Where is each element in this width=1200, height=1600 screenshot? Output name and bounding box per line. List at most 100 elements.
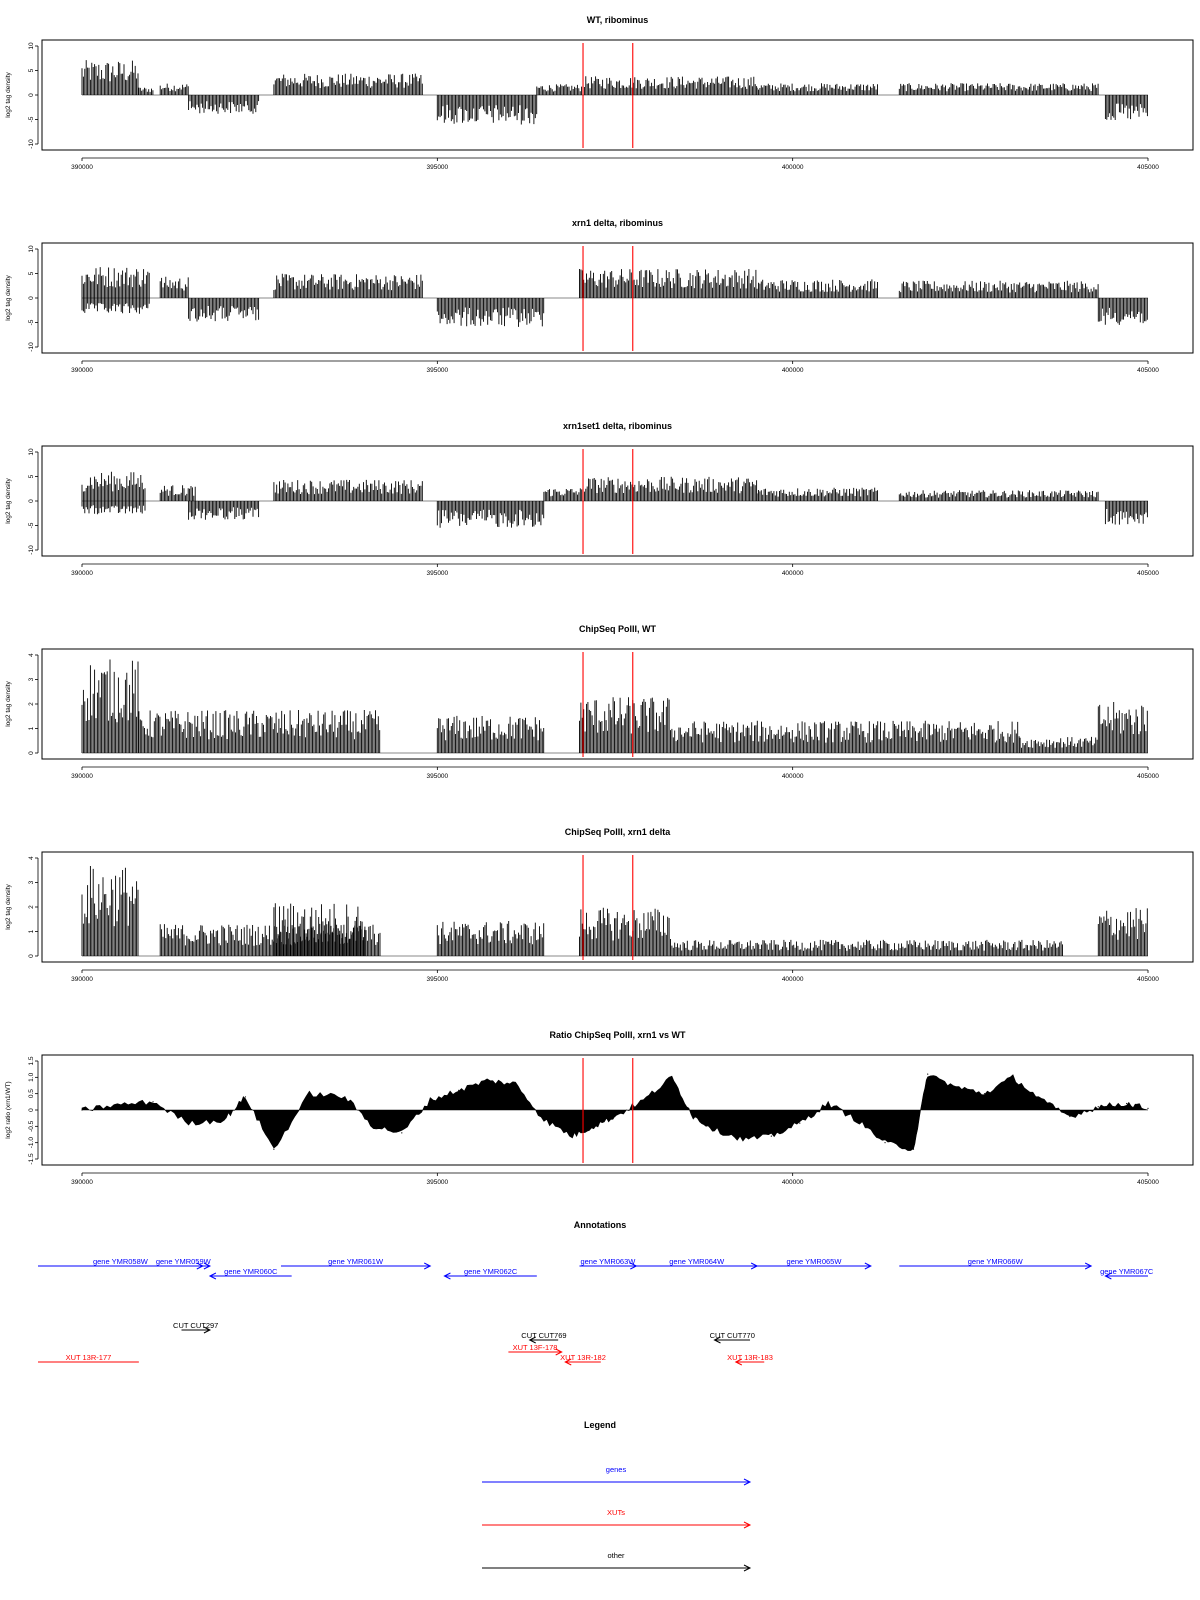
data-bars	[898, 280, 1099, 298]
arrowhead-left-icon	[713, 1336, 721, 1344]
ratio-point	[308, 1093, 311, 1095]
arrowhead-right-icon	[743, 1478, 752, 1486]
arrowhead-left-icon	[734, 1358, 743, 1366]
ratio-point	[614, 1115, 616, 1118]
annotation-gene: gene YMR059W	[156, 1257, 212, 1270]
chart-panel-1: WT, ribominus log2 tag density 10 5 0 -5 -10 39…	[5, 15, 1194, 171]
annotation-gene: gene YMR061W	[280, 1257, 432, 1270]
data-bars	[671, 720, 1020, 753]
y-tick-label: 0	[28, 296, 35, 300]
plot-frame	[41, 242, 1194, 354]
data-bars	[273, 73, 423, 95]
arrowhead-right-icon	[750, 1262, 759, 1270]
x-tick-label: 405000	[1137, 1179, 1159, 1186]
plot-area	[81, 267, 1148, 327]
feature-label: XUT 13R-177	[66, 1353, 112, 1362]
y-tick-label: -5	[28, 116, 35, 122]
y-tick-label: 0	[28, 1108, 35, 1112]
plot-frame	[41, 1054, 1194, 1166]
data-bars	[756, 279, 878, 298]
plot-area	[81, 471, 1148, 528]
ratio-point	[429, 1099, 431, 1101]
y-tick-label: 3	[28, 677, 35, 681]
arrowhead-right-icon	[555, 1348, 563, 1356]
arrowhead-right-icon	[203, 1262, 212, 1270]
annotation-gene: gene YMR063W	[579, 1257, 638, 1270]
annotation-gene: gene YMR065W	[757, 1257, 872, 1270]
x-tick-label: 400000	[782, 367, 804, 374]
ratio-point	[486, 1080, 488, 1082]
data-bars	[138, 87, 154, 95]
feature-label: gene YMR059W	[156, 1257, 212, 1266]
arrowhead-left-icon	[208, 1272, 217, 1280]
feature-label: gene YMR061W	[328, 1257, 384, 1266]
x-tick-label: 390000	[71, 164, 93, 171]
data-bars	[273, 273, 423, 298]
y-tick-label: 2	[28, 905, 35, 909]
x-tick-label: 400000	[782, 773, 804, 780]
data-bars	[1097, 298, 1148, 325]
y-axis-label: log2 tag density	[5, 680, 12, 726]
y-tick-label: -10	[28, 139, 35, 149]
legend-items: genes XUTs other	[482, 1465, 752, 1572]
chart-title: WT, ribominus	[587, 15, 649, 25]
annotation-other: CUT CUT769	[521, 1331, 567, 1344]
x-tick-label: 395000	[426, 1179, 448, 1186]
chart-panel-2: xrn1 delta, ribominus log2 tag density 10 5…	[5, 218, 1194, 374]
legend-label: genes	[606, 1465, 627, 1474]
data-bars	[159, 276, 189, 298]
ratio-point	[344, 1096, 346, 1098]
data-bars	[1104, 95, 1148, 120]
data-bars	[81, 60, 139, 95]
data-bars	[138, 710, 381, 753]
data-bars	[81, 659, 139, 753]
legend-title: Legend	[584, 1420, 616, 1430]
ratio-point	[152, 1101, 154, 1103]
arrowhead-left-icon	[564, 1358, 572, 1366]
data-bars	[188, 501, 260, 520]
y-tick-label: 10	[28, 448, 35, 456]
data-bars	[671, 939, 1063, 956]
data-bars	[579, 907, 671, 956]
data-bars	[436, 715, 545, 753]
plot-area	[81, 1073, 1149, 1151]
ratio-point	[223, 1119, 225, 1121]
ratio-point	[116, 1104, 119, 1106]
legend-label: XUTs	[607, 1508, 625, 1517]
y-tick-label: 4	[28, 856, 35, 860]
data-bars	[273, 903, 366, 956]
y-tick-label: -10	[28, 342, 35, 352]
ratio-point	[955, 1086, 957, 1088]
x-tick-label: 395000	[426, 976, 448, 983]
y-tick-label: 0	[28, 954, 35, 958]
arrowhead-right-icon	[1084, 1262, 1093, 1270]
y-tick-label: 1.0	[28, 1072, 35, 1081]
y-tick-label: 5	[28, 474, 35, 478]
data-bars	[81, 267, 150, 298]
ratio-point	[713, 1129, 716, 1131]
x-tick-label: 405000	[1137, 773, 1159, 780]
data-bars	[81, 471, 146, 501]
annotation-features: gene YMR058W gene YMR059W gene YMR060C gene…	[38, 1257, 1154, 1366]
chart-panel-6: Ratio ChipSeq PolII, xrn1 vs WT log2 rati…	[5, 1030, 1194, 1186]
ratio-point	[692, 1115, 694, 1118]
ratio-point	[1147, 1107, 1149, 1109]
ratio-point	[458, 1089, 460, 1091]
data-bars	[436, 95, 538, 125]
y-tick-label: 1	[28, 929, 35, 933]
x-tick-label: 405000	[1137, 164, 1159, 171]
x-tick-label: 405000	[1137, 570, 1159, 577]
data-bars	[81, 501, 146, 515]
data-bars	[898, 83, 1099, 95]
data-bars	[579, 269, 757, 298]
y-axis-label: log2 tag density	[5, 477, 12, 523]
ratio-point	[927, 1073, 929, 1075]
legend-item-xut: XUTs	[482, 1508, 752, 1529]
y-tick-label: 3	[28, 880, 35, 884]
ratio-point	[642, 1099, 645, 1101]
annotation-other: CUT CUT770	[710, 1331, 755, 1344]
y-tick-label: -10	[28, 545, 35, 555]
legend: Legend genes XUTs other	[482, 1420, 752, 1572]
ratio-point	[81, 1109, 83, 1111]
x-tick-label: 390000	[71, 367, 93, 374]
